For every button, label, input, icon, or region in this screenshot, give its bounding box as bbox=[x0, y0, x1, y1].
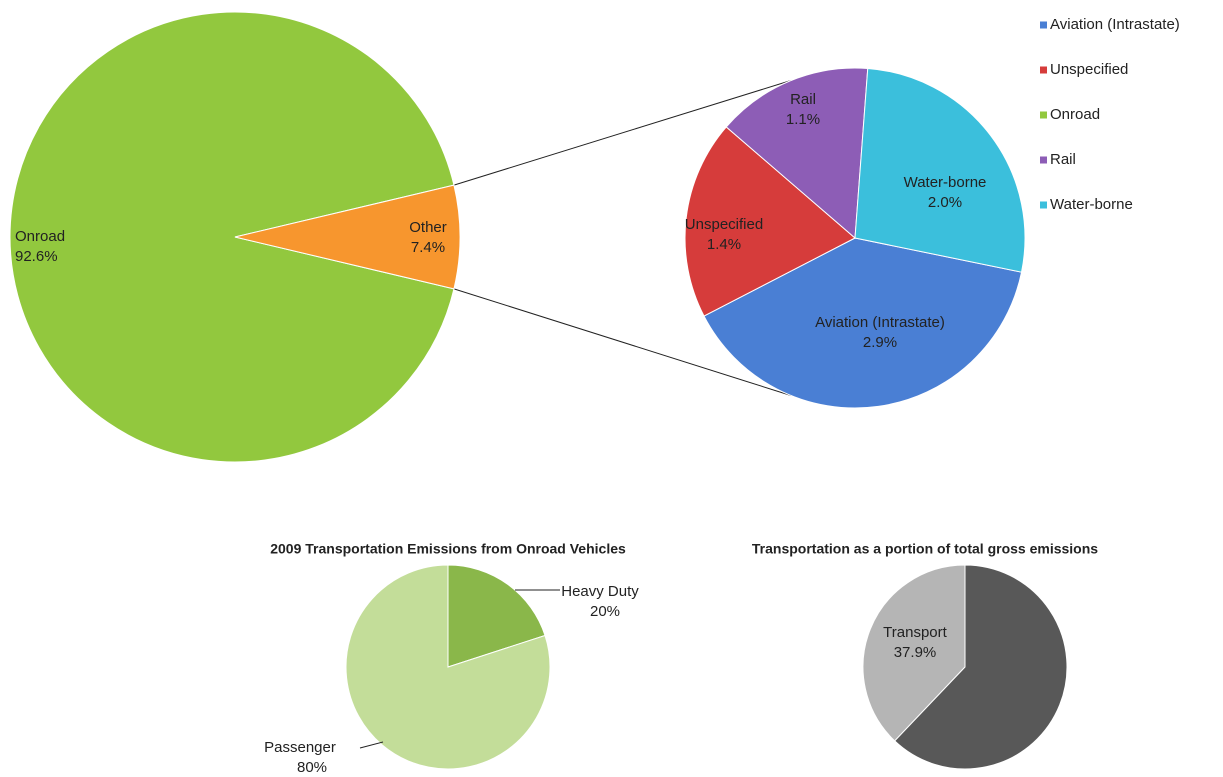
slice-label: Water-borne bbox=[904, 174, 987, 191]
pie-slice bbox=[684, 126, 856, 317]
legend-swatch bbox=[1040, 156, 1047, 164]
legend-label: Onroad bbox=[1050, 106, 1100, 123]
slice-value-label: 92.6% bbox=[15, 248, 58, 265]
slice-label: Passenger bbox=[264, 739, 336, 756]
pie-slice bbox=[854, 67, 1026, 273]
pie-slice bbox=[725, 67, 869, 240]
chart-title: 2009 Transportation Emissions from Onroa… bbox=[270, 541, 626, 557]
slice-label: Onroad bbox=[15, 228, 65, 245]
slice-value-label: 1.1% bbox=[786, 111, 820, 128]
legend-swatch bbox=[1040, 66, 1047, 74]
slice-label: Heavy Duty bbox=[561, 583, 639, 600]
connector-line bbox=[453, 288, 792, 397]
leader-line bbox=[359, 741, 384, 749]
slice-value-label: 2.0% bbox=[928, 194, 962, 211]
slice-label: Rail bbox=[790, 91, 816, 108]
slice-label: Other bbox=[409, 219, 447, 236]
slice-value-label: 80% bbox=[297, 759, 327, 776]
pie-slice bbox=[894, 564, 1068, 770]
slice-value-label: 20% bbox=[590, 603, 620, 620]
slice-value-label: 7.4% bbox=[411, 239, 445, 256]
slice-value-label: 37.9% bbox=[894, 644, 937, 661]
legend-label: Water-borne bbox=[1050, 196, 1133, 213]
pie-slice bbox=[345, 564, 551, 770]
legend-label: Rail bbox=[1050, 151, 1076, 168]
pie-slice bbox=[447, 564, 546, 668]
connector-line bbox=[453, 79, 792, 186]
legend-swatch bbox=[1040, 201, 1047, 209]
legend-swatch bbox=[1040, 111, 1047, 119]
legend-label: Unspecified bbox=[1050, 61, 1128, 78]
slice-label: Aviation (Intrastate) bbox=[815, 314, 945, 331]
slice-label: Transport bbox=[883, 624, 947, 641]
slice-label: Unspecified bbox=[685, 216, 763, 233]
pie-slice bbox=[862, 564, 966, 742]
pie-slice bbox=[234, 184, 461, 290]
legend-swatch bbox=[1040, 21, 1047, 29]
pie-slice bbox=[703, 237, 1023, 409]
pie-slice bbox=[9, 11, 455, 463]
slice-value-label: 1.4% bbox=[707, 236, 741, 253]
chart-title: Transportation as a portion of total gro… bbox=[752, 541, 1098, 557]
slice-value-label: 2.9% bbox=[863, 334, 897, 351]
legend-label: Aviation (Intrastate) bbox=[1050, 16, 1180, 33]
